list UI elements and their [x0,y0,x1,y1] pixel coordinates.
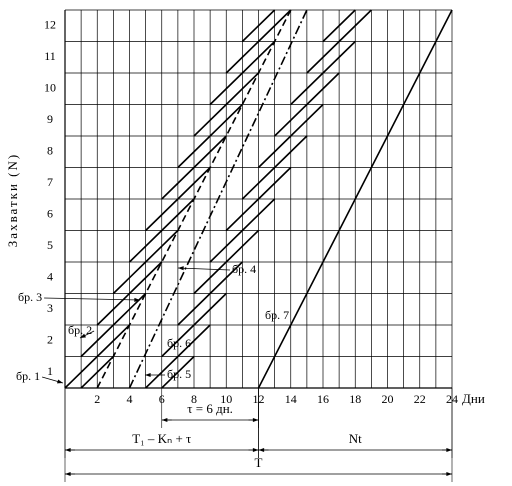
y-tick-label: 8 [47,144,53,158]
x-tick-label: 10 [220,392,232,406]
label-pointer-head [145,372,151,378]
annotation: Nt [349,431,362,446]
series-label: бр. 1 [16,369,40,383]
series-label: бр. 2 [68,323,92,337]
annotation: τ = 6 дн. [187,401,233,416]
dimension-arrow-head [161,417,168,423]
label-pointer [177,267,231,271]
x-tick-label: 14 [285,392,297,406]
dimension-arrow-head [446,447,452,453]
label-pointer [44,297,141,301]
x-tick-label: 22 [414,392,426,406]
y-tick-label: 11 [44,49,56,63]
dimension-arrow-head [65,471,71,477]
label-pointer-head [134,297,140,302]
x-tick-label: 20 [382,392,394,406]
y-tick-label: 12 [44,18,56,32]
label-pointer-head [178,266,184,271]
dimension-arrow-head [252,447,259,453]
dimension-arrow-head [446,471,452,477]
series-label: бр. 4 [232,262,256,276]
dimension-arrow-head [252,417,259,423]
series-line [145,9,356,389]
x-tick-label: 18 [349,392,361,406]
series-line [80,9,292,389]
series-label: бр. 6 [167,336,191,350]
annotation: T [255,455,263,470]
series-line [161,9,372,389]
series-line [64,9,276,389]
y-tick-label: 3 [47,301,53,315]
label-pointer-head [80,333,86,338]
x-tick-label: 16 [317,392,329,406]
y-tick-label: 7 [47,175,53,189]
series-label: бр. 7 [265,308,289,322]
y-tick-label: 10 [44,81,56,95]
series-label: бр. 5 [167,367,191,381]
series-line [96,9,292,389]
y-tick-label: 4 [47,270,53,284]
dimension-arrow-head [65,447,71,453]
series-line [128,9,308,389]
annotation: T₁ – Kₙ + τ [132,431,191,446]
dimension-arrow-head [258,447,265,453]
y-tick-label: 6 [47,207,53,221]
x-tick-label: 4 [127,392,133,406]
y-tick-label: 2 [47,333,53,347]
x-tick-label: 2 [94,392,100,406]
y-axis-title: Захватки (N) [5,153,20,247]
y-tick-label: 1 [47,364,53,378]
y-tick-label: 9 [47,112,53,126]
series-label: бр. 3 [18,290,42,304]
x-axis-title: Дни [462,391,485,406]
x-tick-label: 8 [191,392,197,406]
label-pointer-head [57,379,63,384]
series-line [257,9,453,389]
y-tick-label: 5 [47,238,53,252]
